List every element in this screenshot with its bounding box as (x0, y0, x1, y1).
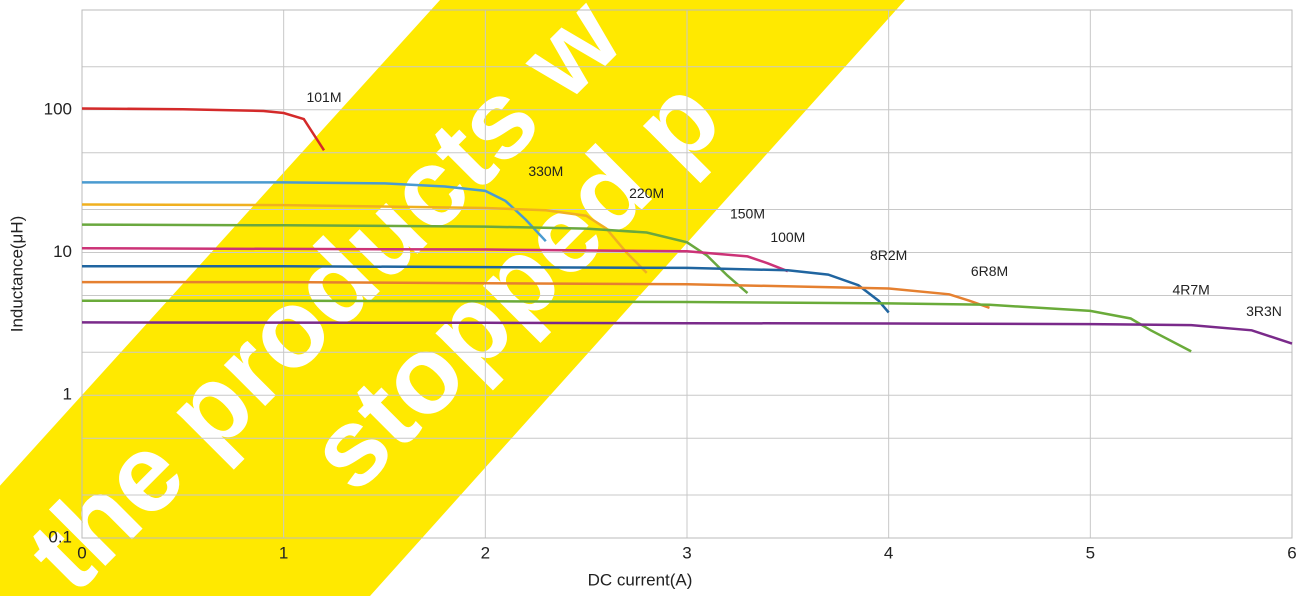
x-tick-label: 5 (1086, 543, 1095, 562)
series-label: 6R8M (971, 263, 1008, 279)
x-tick-label: 6 (1287, 543, 1296, 562)
y-axis-label: Inductance(μH) (7, 216, 26, 333)
series-line (81, 107, 326, 151)
x-tick-label: 1 (279, 543, 288, 562)
series-line (81, 203, 648, 274)
series-line (81, 247, 789, 273)
y-tick-label: 100 (44, 99, 72, 118)
series-label: 220M (629, 185, 664, 201)
series-label: 8R2M (870, 247, 907, 263)
series-label: 100M (770, 229, 805, 245)
y-tick-label: 1 (63, 385, 72, 404)
plot-frame (81, 9, 1293, 539)
series-line (81, 321, 1293, 345)
series-label: 4R7M (1172, 281, 1209, 297)
x-tick-label: 2 (481, 543, 490, 562)
series-label: 101M (306, 89, 341, 105)
y-tick-label: 0.1 (48, 527, 72, 546)
series-line (82, 280, 990, 309)
x-tick-label: 0 (77, 543, 86, 562)
x-tick-label: 4 (884, 543, 893, 562)
series-label: 150M (730, 205, 765, 221)
x-axis-label: DC current(A) (588, 570, 693, 589)
x-tick-label: 3 (682, 543, 691, 562)
series-label: 330M (528, 163, 563, 179)
y-tick-label: 10 (53, 242, 72, 261)
watermark-band (0, 0, 905, 596)
series-line (82, 181, 547, 243)
series-label: 3R3N (1246, 303, 1282, 319)
series-line (82, 265, 890, 314)
